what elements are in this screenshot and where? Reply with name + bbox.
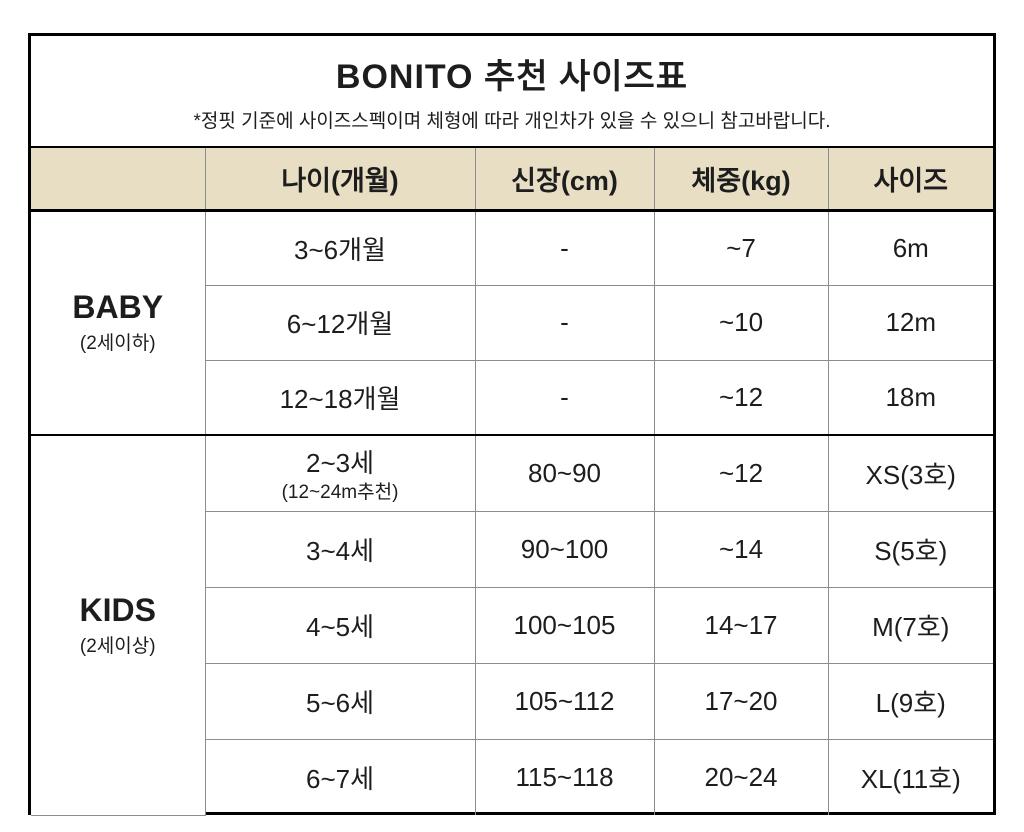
header-cell-height: 신장(cm) [474,146,655,212]
group-label: BABY [72,289,164,326]
cell-size: 18m [827,359,993,436]
cell-height: - [474,209,655,286]
group-sublabel: (2세이상) [79,635,156,657]
size-table: 나이(개월) 신장(cm) 체중(kg) 사이즈 BABY (2세이하) 3~6… [31,146,993,816]
cell-weight: ~12 [653,434,829,512]
table-row: 6~7세 115~118 20~24 XL(11호) [31,738,993,815]
header-cell-weight: 체중(kg) [653,146,829,212]
header-cell-age: 나이(개월) [204,146,476,212]
cell-size: 12m [827,284,993,361]
cell-weight: 20~24 [653,738,829,815]
cell-weight: ~12 [653,359,829,436]
cell-height: - [474,359,655,436]
cell-weight: ~14 [653,510,829,588]
cell-size: L(9호) [827,662,993,740]
header-cell-size: 사이즈 [827,146,993,212]
cell-height: 80~90 [474,434,655,512]
cell-age: 4~5세 [204,586,476,664]
cell-size: M(7호) [827,586,993,664]
disclaimer-text: *정핏 기준에 사이즈스펙이며 체형에 따라 개인차가 있을 수 있으니 참고바… [193,111,831,132]
cell-weight: 17~20 [653,662,829,740]
age-main: 2~3세 [305,448,375,479]
table-row: KIDS (2세이상) 2~3세 (12~24m추천) 80~90 ~12 XS… [31,434,993,816]
cell-age: 3~6개월 [204,209,476,286]
cell-age: 6~7세 [204,738,476,815]
table-row: 3~4세 90~100 ~14 S(5호) [31,510,993,588]
group-label: KIDS [79,591,156,628]
table-row: 12~18개월 - ~12 18m [31,359,993,436]
table-row: 4~5세 100~105 14~17 M(7호) [31,586,993,664]
group-cell-baby: BABY (2세이하) [31,209,206,436]
cell-weight: ~7 [653,209,829,286]
cell-size: S(5호) [827,510,993,588]
header-row: 나이(개월) 신장(cm) 체중(kg) 사이즈 [31,146,993,212]
cell-age: 2~3세 (12~24m추천) [204,434,476,512]
table-row: 6~12개월 - ~10 12m [31,284,993,361]
table-row: 5~6세 105~112 17~20 L(9호) [31,662,993,740]
page-title: BONITO 추천 사이즈표 [335,58,689,96]
table-row: BABY (2세이하) 3~6개월 - ~7 6m [31,209,993,436]
cell-age: 3~4세 [204,510,476,588]
cell-weight: 14~17 [653,586,829,664]
header-cell-blank [31,146,206,212]
size-chart-sheet: BONITO 추천 사이즈표 *정핏 기준에 사이즈스펙이며 체형에 따라 개인… [28,33,996,816]
title-block: BONITO 추천 사이즈표 *정핏 기준에 사이즈스펙이며 체형에 따라 개인… [31,36,993,146]
cell-height: 115~118 [474,738,655,815]
cell-height: - [474,284,655,361]
cell-weight: ~10 [653,284,829,361]
cell-age: 5~6세 [204,662,476,740]
cell-size: XS(3호) [827,434,993,512]
cell-height: 100~105 [474,586,655,664]
age-note: (12~24m추천) [281,482,399,504]
cell-age: 6~12개월 [204,284,476,361]
cell-age: 12~18개월 [204,359,476,436]
cell-size: 6m [827,209,993,286]
cell-height: 90~100 [474,510,655,588]
cell-size: XL(11호) [827,738,993,815]
group-cell-kids: KIDS (2세이상) [31,434,206,816]
group-sublabel: (2세이하) [79,333,156,355]
cell-height: 105~112 [474,662,655,740]
